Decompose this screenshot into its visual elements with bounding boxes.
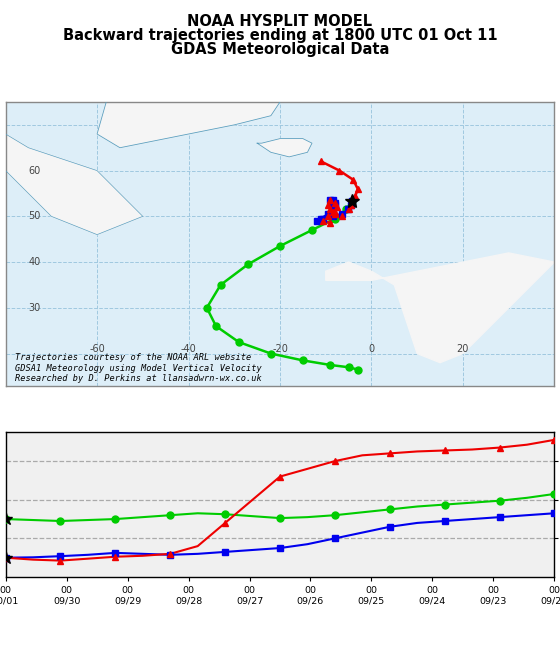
Text: 60: 60 <box>29 166 41 175</box>
Polygon shape <box>97 65 280 148</box>
Text: 30: 30 <box>29 303 41 313</box>
Text: 0: 0 <box>368 344 375 353</box>
Text: GDAS Meteorological Data: GDAS Meteorological Data <box>171 42 389 57</box>
Text: -60: -60 <box>89 344 105 353</box>
Polygon shape <box>257 139 312 157</box>
Text: -20: -20 <box>272 344 288 353</box>
Polygon shape <box>326 253 554 363</box>
Text: Backward trajectories ending at 1800 UTC 01 Oct 11: Backward trajectories ending at 1800 UTC… <box>63 28 497 43</box>
Text: 20: 20 <box>457 344 469 353</box>
Text: NOAA HYSPLIT MODEL: NOAA HYSPLIT MODEL <box>188 14 372 29</box>
Text: Trajectories courtesy of the NOAA ARL website
GDSA1 Meteorology using Model Vert: Trajectories courtesy of the NOAA ARL we… <box>15 353 262 383</box>
Text: 40: 40 <box>29 257 41 267</box>
Polygon shape <box>0 125 143 235</box>
Text: 50: 50 <box>29 211 41 221</box>
Text: -40: -40 <box>181 344 197 353</box>
